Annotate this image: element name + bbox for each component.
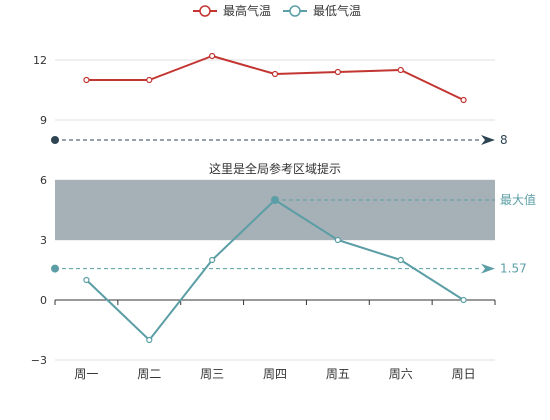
mark-line-arrow-0 xyxy=(481,135,495,145)
series-0-point-0 xyxy=(83,76,90,84)
series-0-point-1 xyxy=(146,76,153,84)
mark-line-start-0 xyxy=(51,136,59,144)
series-group xyxy=(83,52,467,344)
series-0-point-5 xyxy=(397,66,404,74)
mark-line-label-0: 8 xyxy=(500,133,508,147)
legend-label-0: 最高气温 xyxy=(223,3,271,18)
series-0-point-4 xyxy=(334,68,341,76)
x-tick-label-4: 周五 xyxy=(326,367,350,381)
x-tick-label-0: 周一 xyxy=(74,367,98,381)
legend-label-1: 最低气温 xyxy=(313,3,361,18)
series-1-point-1 xyxy=(146,336,153,344)
series-line-0 xyxy=(86,55,465,101)
legend-marker-1 xyxy=(289,5,301,17)
x-tick-label-6: 周日 xyxy=(452,367,476,381)
series-1-point-5 xyxy=(397,256,404,264)
mark-line-arrow-1 xyxy=(481,263,495,274)
series-1-point-2 xyxy=(209,256,216,264)
series-0-point-3 xyxy=(271,70,279,78)
mark-area-label: 这里是全局参考区域提示 xyxy=(209,161,341,176)
legend-item-1[interactable]: 最低气温 xyxy=(283,3,361,18)
series-0-point-6 xyxy=(460,96,467,104)
y-tick-label-0: −3 xyxy=(31,354,47,367)
series-1-point-4 xyxy=(334,236,341,244)
y-tick-label-3: 6 xyxy=(40,174,47,187)
mark-area: 这里是全局参考区域提示 xyxy=(55,161,495,240)
series-0-point-2 xyxy=(209,52,216,60)
mark-line-start-1 xyxy=(51,264,59,273)
series-1-point-0 xyxy=(83,276,90,284)
y-tick-label-1: 0 xyxy=(40,294,47,307)
mark-line-label-1: 1.57 xyxy=(500,262,527,276)
axes: −3 0 3 6 9 12 周一 周二 周三 周四 周五 周六 周日 xyxy=(31,54,496,381)
y-tick-label-4: 9 xyxy=(40,114,47,127)
mark-lines: 8 1.57 最大值 xyxy=(51,133,536,276)
x-tick-label-2: 周三 xyxy=(200,367,224,381)
mark-area-band xyxy=(55,180,495,240)
legend: 最高气温 最低气温 xyxy=(193,3,361,18)
max-point-marker xyxy=(271,196,279,204)
x-tick-label-5: 周六 xyxy=(389,367,413,381)
legend-item-0[interactable]: 最高气温 xyxy=(193,3,271,18)
x-tick-label-3: 周四 xyxy=(263,367,287,381)
mark-line-label-2: 最大值 xyxy=(500,192,536,207)
y-tick-label-2: 3 xyxy=(40,234,47,247)
y-tick-label-5: 12 xyxy=(33,54,47,67)
legend-marker-0 xyxy=(199,5,211,17)
x-tick-label-1: 周二 xyxy=(137,367,161,381)
series-1-point-6 xyxy=(460,296,467,304)
